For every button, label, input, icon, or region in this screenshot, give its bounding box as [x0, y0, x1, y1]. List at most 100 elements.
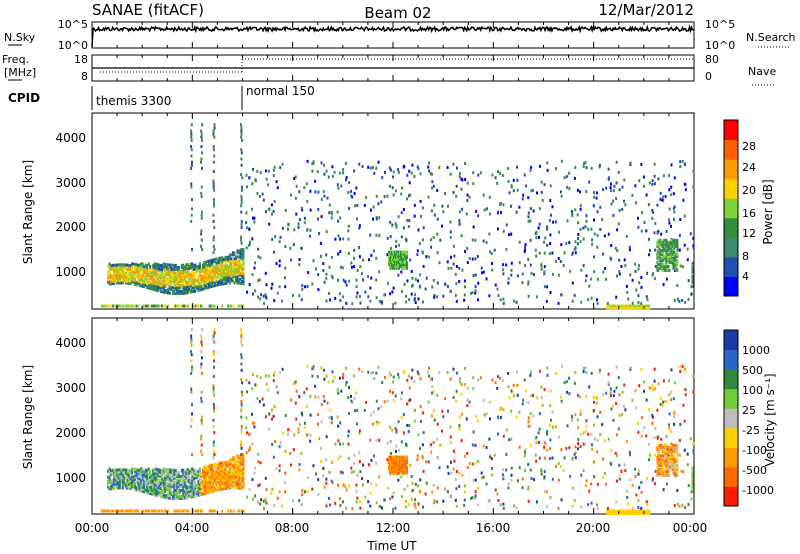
velocity-cell — [616, 433, 619, 437]
velocity-cell — [209, 468, 212, 472]
power-cell — [207, 275, 210, 279]
velocity-cell — [227, 476, 230, 480]
velocity-cell — [210, 465, 213, 469]
power-cell — [562, 264, 565, 268]
velocity-cell — [378, 438, 381, 442]
power-cell — [583, 161, 585, 165]
velocity-cell — [191, 483, 194, 487]
velocity-cell — [222, 477, 225, 481]
power-cell — [355, 278, 358, 282]
power-cell — [177, 270, 180, 273]
power-cell — [159, 273, 162, 277]
velocity-cell — [158, 484, 161, 488]
power-cell — [400, 290, 403, 294]
power-cell — [369, 166, 372, 170]
velocity-cell — [236, 454, 239, 458]
power-cell — [185, 283, 188, 287]
velocity-cell — [119, 482, 122, 486]
velocity-cell — [375, 501, 378, 505]
velocity-cell — [232, 478, 234, 482]
power-cell — [177, 290, 180, 294]
velocity-cell — [233, 478, 236, 482]
velocity-cell — [658, 449, 661, 453]
power-cell — [200, 269, 203, 273]
power-cell — [690, 292, 693, 296]
power-cell — [516, 178, 519, 182]
power-cell — [674, 242, 677, 246]
power-cell — [134, 270, 137, 274]
velocity-cell — [149, 469, 152, 473]
velocity-cell — [123, 470, 126, 474]
velocity-cell — [590, 501, 593, 505]
velocity-cell — [358, 500, 361, 503]
power-cell — [227, 271, 230, 275]
velocity-cell — [230, 484, 233, 488]
power-cell — [560, 159, 563, 163]
velocity-cell — [235, 482, 237, 486]
power-cell — [406, 250, 408, 254]
power-cell — [182, 283, 185, 287]
velocity-cell — [275, 385, 278, 389]
velocity-cell — [565, 447, 568, 450]
velocity-cell — [292, 448, 295, 452]
power-cell — [229, 273, 231, 277]
power-cell — [238, 281, 240, 285]
velocity-cell — [535, 500, 538, 504]
velocity-cell — [185, 468, 188, 472]
power-cell — [174, 292, 177, 295]
velocity-cell — [417, 372, 420, 376]
velocity-cell — [127, 509, 130, 513]
power-cell — [400, 256, 402, 259]
velocity-cell — [453, 459, 456, 463]
power-cell — [676, 247, 679, 251]
velocity-cell — [240, 400, 243, 403]
velocity-cell — [201, 356, 203, 360]
velocity-cell — [210, 489, 213, 493]
velocity-cell — [678, 504, 681, 508]
power-cell — [609, 186, 612, 190]
velocity-cell — [408, 399, 410, 403]
velocity-cell — [224, 476, 227, 480]
power-cell — [155, 278, 158, 282]
power-cell — [207, 269, 210, 273]
velocity-cell — [227, 482, 230, 486]
power-cell — [413, 203, 416, 207]
power-cell — [683, 214, 686, 218]
power-cell — [692, 169, 695, 173]
velocity-cell — [201, 484, 204, 488]
power-cell — [132, 270, 135, 274]
velocity-cell — [422, 411, 425, 415]
velocity-cell — [540, 472, 543, 476]
power-cell — [198, 262, 201, 266]
power-cell — [122, 281, 125, 285]
power-cell — [197, 274, 200, 278]
power-cell — [191, 248, 193, 251]
power-cell — [538, 235, 540, 239]
velocity-cell — [558, 435, 561, 439]
velocity-cell — [397, 373, 400, 376]
power-cell — [147, 284, 150, 288]
power-cell — [563, 176, 566, 180]
power-cell — [141, 280, 144, 284]
power-cell — [378, 233, 381, 237]
velocity-cell — [152, 472, 155, 476]
velocity-cell — [300, 451, 303, 455]
power-cell — [692, 185, 695, 189]
velocity-cell — [329, 503, 332, 507]
velocity-cell — [174, 473, 177, 476]
power-cell — [254, 178, 257, 182]
velocity-cell — [268, 427, 271, 431]
power-cell — [222, 274, 225, 278]
power-cell — [149, 281, 152, 284]
power-cell — [523, 173, 526, 177]
power-cell — [216, 259, 219, 263]
velocity-cell — [165, 476, 168, 480]
power-cell — [328, 265, 331, 269]
velocity-cell — [210, 469, 213, 473]
power-cell — [540, 267, 543, 271]
velocity-cell — [143, 470, 146, 474]
velocity-cell — [502, 408, 505, 412]
power-cell — [482, 270, 485, 274]
power-cell — [127, 304, 130, 308]
power-cell — [150, 275, 153, 279]
